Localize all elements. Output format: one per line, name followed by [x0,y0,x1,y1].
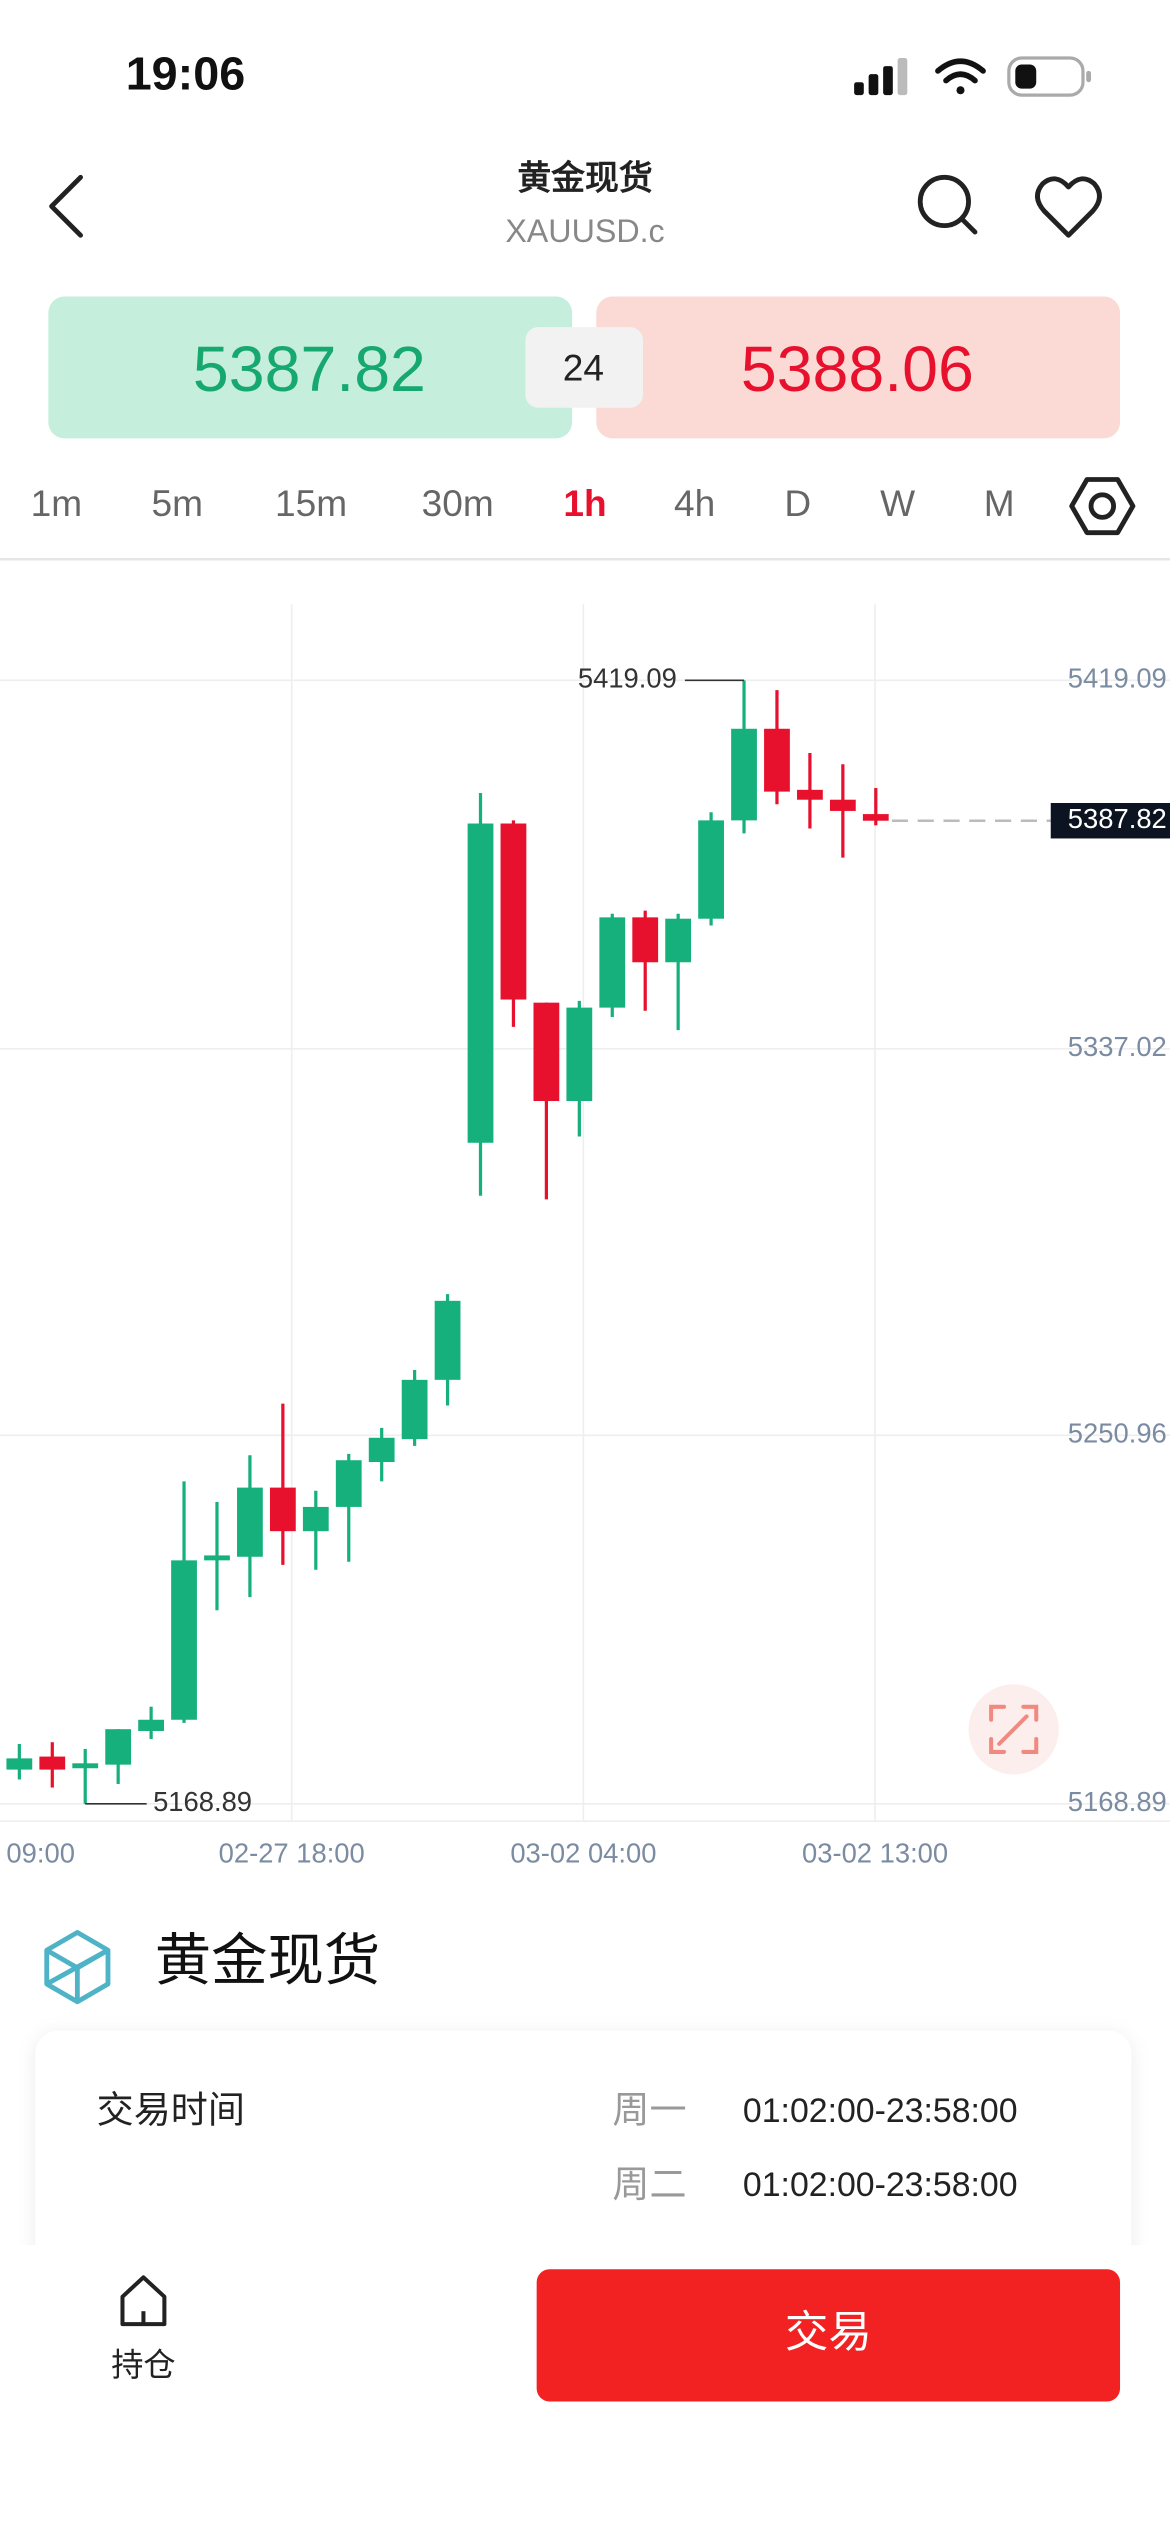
candle-body [632,917,659,963]
high-label: 5419.09 [578,663,677,694]
y-tick-label: 5168.89 [1068,1786,1167,1817]
wifi-icon [935,58,986,95]
candle-body [467,823,494,1143]
ask-box[interactable] [596,296,1121,439]
candle-body [829,799,856,811]
y-tick-label: 5250.96 [1068,1417,1167,1448]
candle-body [599,917,626,1008]
y-tick-label: 5419.09 [1068,663,1167,694]
chart-settings-button[interactable] [1069,477,1136,536]
candle-body [335,1460,362,1507]
timeframe-tab[interactable]: 5m [152,482,203,524]
candle-body [138,1719,164,1731]
x-tick-label: 03-02 04:00 [510,1837,656,1868]
candle-body [797,789,823,800]
weekday: 周一 [612,2089,686,2131]
favorite-button[interactable] [1035,176,1102,238]
page-title: 黄金现货 [517,158,652,197]
positions-tab[interactable]: 持仓 [111,2275,176,2383]
last-price-tag [1050,803,1170,839]
timeframe-tab[interactable]: 1h [563,482,606,524]
hours: 01:02:00-23:58:00 [743,2092,1018,2130]
instrument-icon [44,1930,111,2005]
spread-pill [525,327,644,408]
x-tick-label: 02-27 18:00 [219,1837,365,1868]
status-time: 19:06 [126,48,245,100]
candle-body [731,728,757,821]
timeframe-tab[interactable]: W [880,482,915,524]
candle-body [72,1763,99,1769]
timeframe-tab[interactable]: 1m [31,482,82,524]
candle-body [204,1555,230,1561]
candle-body [105,1729,132,1765]
trading-hours-label: 交易时间 [97,2089,245,2131]
bid-box[interactable] [48,296,573,439]
fullscreen-button[interactable] [968,1684,1059,1775]
spread: 24 [563,346,604,388]
candle-body [401,1379,428,1440]
candle-body [862,814,889,821]
candle-body [269,1487,296,1532]
candle-body [500,823,527,1000]
last-price-label: 5387.82 [1068,803,1167,834]
x-tick-label: 09:00 [6,1837,75,1868]
timeframe-tab[interactable]: 30m [422,482,494,524]
candle-body [171,1560,197,1720]
ask-price: 5388.06 [741,333,974,405]
candle-body [39,1756,66,1770]
candle-body [698,820,724,919]
candle-body [566,1007,593,1102]
timeframe-tab[interactable]: 15m [275,482,347,524]
back-button[interactable] [49,174,83,238]
timeframe-tab[interactable]: M [984,482,1015,524]
trade-label: 交易 [785,2309,872,2357]
candle-body [764,728,790,792]
timeframe-bar: 1m 5m 15m 30m 1h 4h D W M [31,482,1015,524]
timeframe-tab[interactable]: D [784,482,811,524]
low-label: 5168.89 [153,1786,252,1817]
candle-body [665,918,692,963]
candle-body [6,1758,33,1770]
candle-body [533,1002,560,1102]
instrument-name: 黄金现货 [155,1929,381,1992]
search-button[interactable] [917,174,978,235]
candle-body [237,1487,263,1557]
bid-price: 5387.82 [193,333,426,405]
candle-body [302,1506,329,1532]
candle-body [434,1300,461,1380]
weekday: 周二 [612,2163,686,2205]
candlestick-chart: 5168.89 5250.96 5337.02 5419.09 09:00 02-27 1… [0,604,1170,1868]
battery-icon [1007,56,1092,97]
hours: 01:02:00-23:58:00 [743,2166,1018,2204]
timeframe-tab[interactable]: 4h [674,482,715,524]
y-tick-label: 5337.02 [1068,1031,1167,1062]
page-subtitle: XAUUSD.c [505,213,664,249]
candle-body [368,1437,395,1463]
x-tick-label: 03-02 13:00 [802,1837,948,1868]
trade-button[interactable] [536,2269,1121,2402]
positions-label: 持仓 [111,2347,175,2383]
signal-icon [854,58,908,96]
